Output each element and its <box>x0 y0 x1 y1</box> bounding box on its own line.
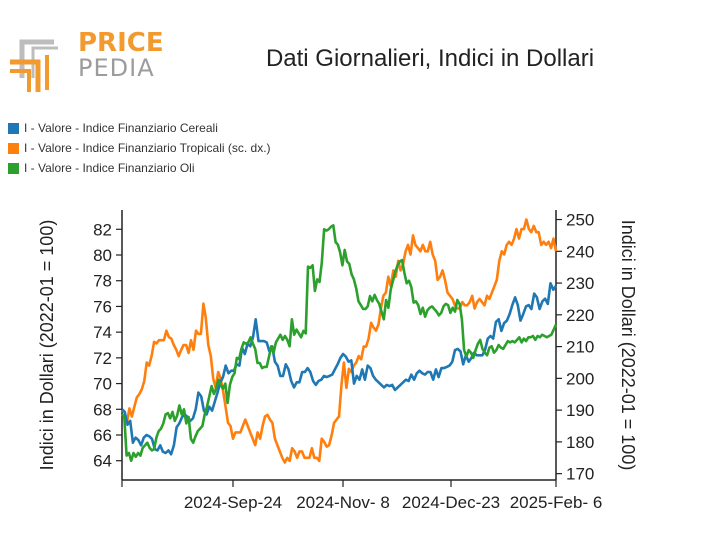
y-right-tick-label: 250 <box>566 211 594 230</box>
logo-text-price: PRICE <box>78 28 164 58</box>
y-right-tick-label: 220 <box>566 306 594 325</box>
chart-title: Dati Giornalieri, Indici in Dollari <box>266 45 594 72</box>
left-axis-ticks: 64 66 68 70 72 74 76 78 80 82 <box>93 220 122 471</box>
y-left-tick-label: 66 <box>93 426 112 445</box>
x-axis-ticks: 2024-Sep-24 2024-Nov- 8 2024-Dec-23 2025-Fe… <box>121 480 603 512</box>
y-left-tick-label: 78 <box>93 272 112 291</box>
legend-swatch-tropicali <box>8 142 19 154</box>
y-right-tick-label: 190 <box>566 401 594 420</box>
y-axis-label-left: Indici in Dollari (2022-01 = 100) <box>37 220 57 471</box>
series-line-tropicali <box>121 218 558 464</box>
y-left-tick-label: 74 <box>93 323 112 342</box>
legend-label-cereali: I - Valore - Indice Finanziario Cereali <box>24 121 218 135</box>
y-left-tick-label: 80 <box>93 246 112 265</box>
y-axis-label-right: Indici in Dollari (2022-01 = 100) <box>618 220 638 471</box>
y-right-tick-label: 240 <box>566 242 594 261</box>
x-tick-label: 2024-Sep-24 <box>184 493 282 512</box>
y-right-tick-label: 210 <box>566 338 594 357</box>
y-left-tick-label: 68 <box>93 400 112 419</box>
legend-label-tropicali: I - Valore - Indice Finanziario Tropical… <box>24 141 271 155</box>
y-left-tick-label: 70 <box>93 375 112 394</box>
y-right-tick-label: 180 <box>566 433 594 452</box>
legend-item-tropicali: I - Valore - Indice Finanziario Tropical… <box>8 138 271 158</box>
series-line-cereali <box>121 281 558 456</box>
logo-text-pedia: PEDIA <box>78 54 155 82</box>
legend-item-cereali: I - Valore - Indice Finanziario Cereali <box>8 118 271 138</box>
legend-item-oli: I - Valore - Indice Finanziario Oli <box>8 158 271 178</box>
y-right-tick-label: 200 <box>566 369 594 388</box>
series-layer <box>121 218 558 464</box>
legend-label-oli: I - Valore - Indice Finanziario Oli <box>24 161 195 175</box>
y-left-tick-label: 64 <box>93 452 112 471</box>
y-right-tick-label: 230 <box>566 274 594 293</box>
series-line-oli <box>121 224 558 463</box>
legend-swatch-cereali <box>8 122 19 134</box>
logo-mark <box>10 39 58 92</box>
pricepedia-logo: PRICE PEDIA <box>10 28 164 92</box>
x-tick-label: 2024-Dec-23 <box>402 493 500 512</box>
right-axis-ticks: 170 180 190 200 210 220 230 240 250 <box>556 211 594 484</box>
y-left-tick-label: 82 <box>93 220 112 239</box>
legend: I - Valore - Indice Finanziario Cereali … <box>8 118 271 178</box>
y-left-tick-label: 76 <box>93 297 112 316</box>
legend-swatch-oli <box>8 162 19 174</box>
y-left-tick-label: 72 <box>93 349 112 368</box>
x-tick-label: 2025-Feb- 6 <box>510 493 603 512</box>
x-tick-label: 2024-Nov- 8 <box>296 493 390 512</box>
y-right-tick-label: 170 <box>566 465 594 484</box>
